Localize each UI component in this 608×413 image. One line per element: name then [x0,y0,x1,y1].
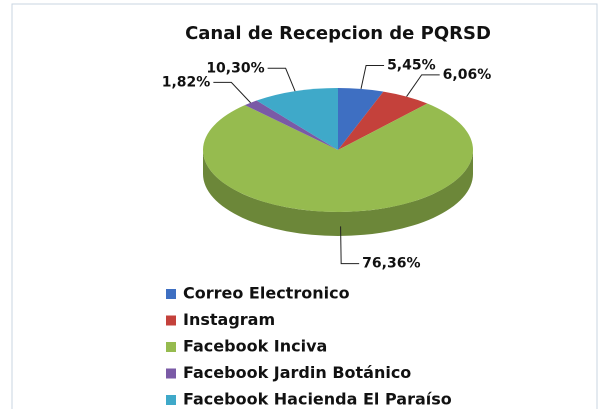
data-label: 76,36% [362,256,420,272]
pie-slice [244,100,338,150]
pie-slice [338,88,384,150]
legend-label: Instagram [183,310,275,329]
legend-label: Facebook Inciva [183,337,327,356]
legend-label: Correo Electronico [183,284,350,303]
chart-title: Canal de Recepcion de PQRSD [185,23,491,44]
legend-swatch [166,368,176,379]
legend-swatch [166,315,176,326]
leader-line [406,74,440,97]
leader-line [340,226,360,265]
pie-slice [202,103,473,212]
data-label: 5,45% [387,57,436,73]
leader-line [267,67,296,92]
leader-line [213,81,251,104]
legend-swatch [166,289,176,299]
pie-slice [256,88,338,150]
data-label: 1,82% [162,74,211,90]
legend-swatch [166,342,176,352]
data-label: 10,30% [206,60,264,76]
data-label: 6,06% [443,67,492,83]
legend-label: Facebook Jardin Botánico [183,363,411,382]
legend-label: Facebook Hacienda El Paraíso [183,390,452,409]
legend-swatch [166,395,176,405]
pie-slice [338,91,428,150]
pie-slice-side [203,150,473,236]
leader-line [360,64,385,90]
